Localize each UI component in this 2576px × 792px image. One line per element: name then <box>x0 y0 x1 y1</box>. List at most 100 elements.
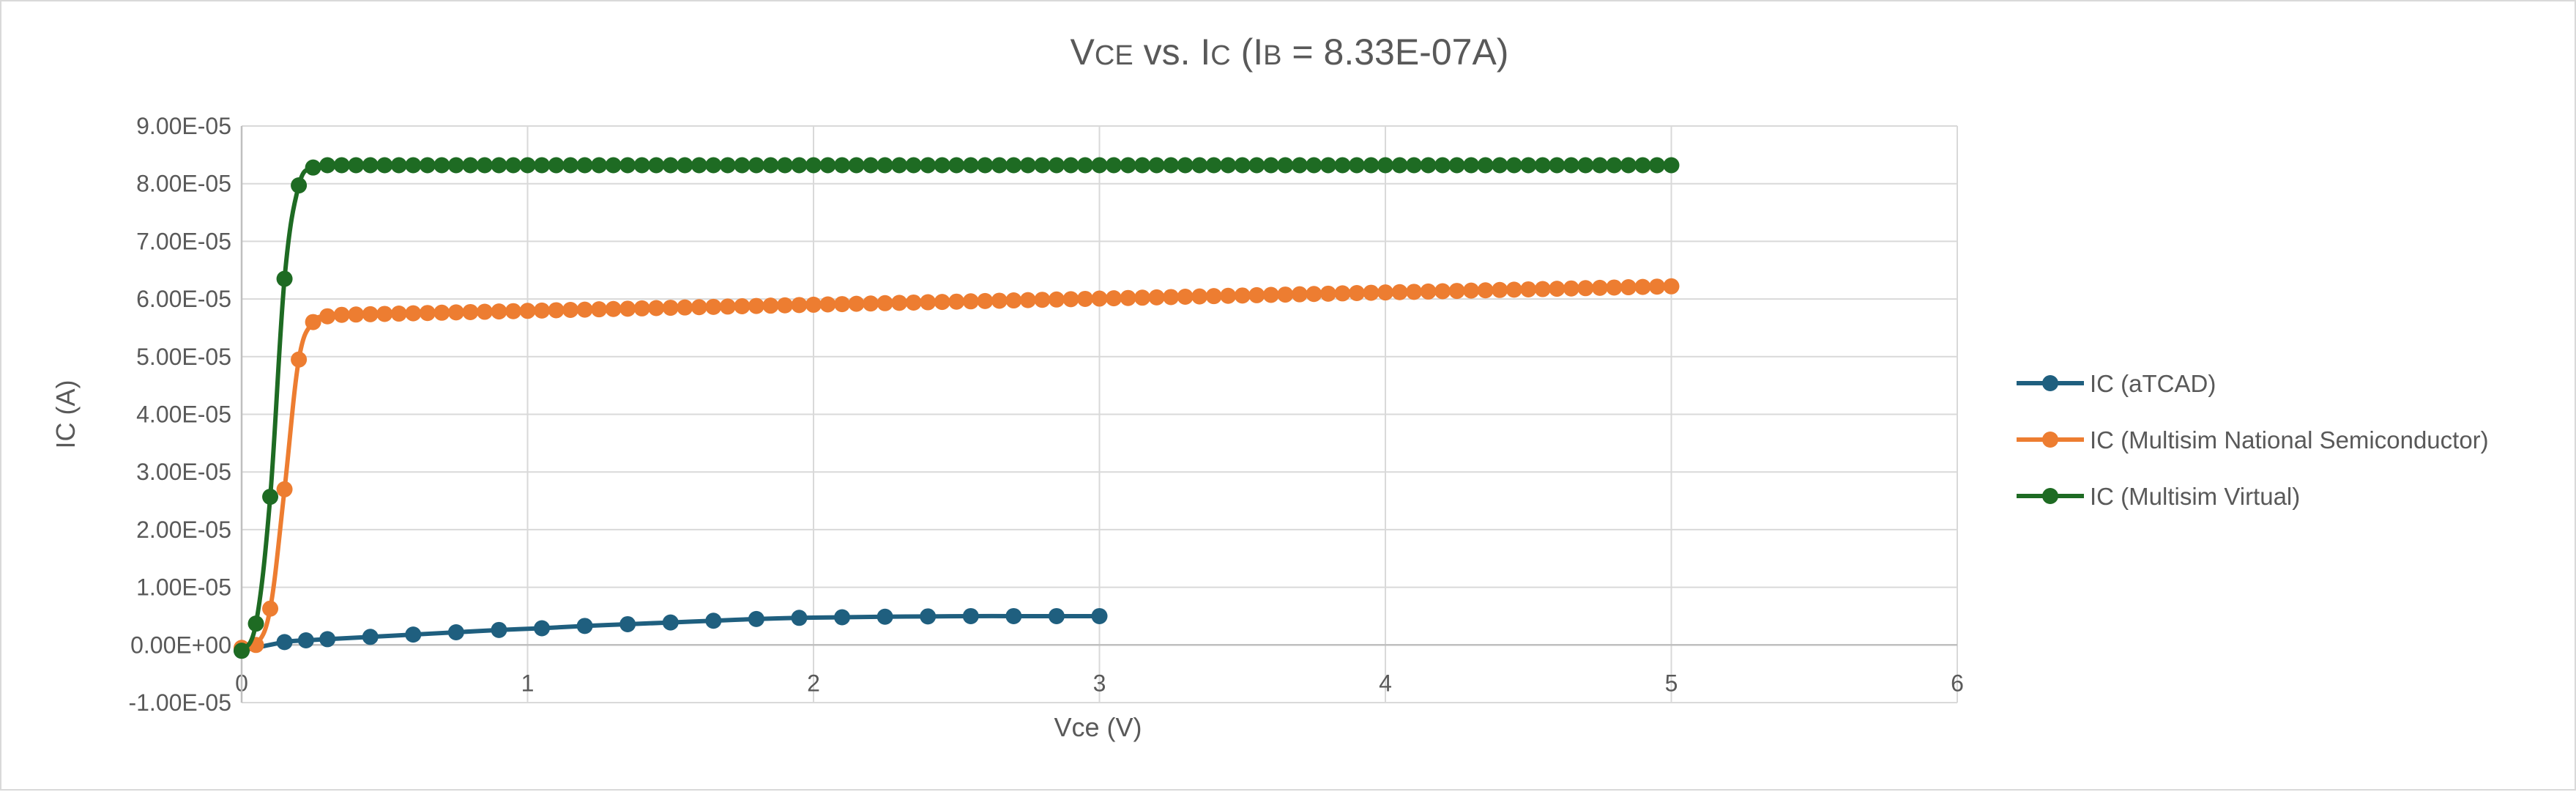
data-point <box>848 157 865 174</box>
data-point <box>876 157 893 174</box>
data-point <box>362 157 379 174</box>
data-point <box>876 295 893 311</box>
y-tick-label: 7.00E-05 <box>136 228 231 254</box>
data-point <box>376 157 393 174</box>
data-point <box>1205 157 1222 174</box>
data-point <box>1034 157 1051 174</box>
data-point <box>1620 279 1637 296</box>
data-point <box>1563 157 1579 174</box>
data-point <box>1120 289 1136 306</box>
data-point <box>1306 286 1322 303</box>
data-point <box>1048 157 1065 174</box>
y-tick-label: 5.00E-05 <box>136 344 231 370</box>
x-tick-label: 4 <box>1379 670 1392 696</box>
data-point <box>734 297 751 314</box>
data-point <box>519 303 536 319</box>
data-point <box>1319 285 1336 302</box>
data-point <box>920 608 937 625</box>
data-point <box>491 303 507 320</box>
data-point <box>362 306 379 322</box>
data-point <box>1262 286 1279 303</box>
data-point <box>1091 607 1108 624</box>
data-point <box>662 614 679 631</box>
data-point <box>1363 157 1380 174</box>
data-point <box>1463 157 1480 174</box>
data-point <box>1148 289 1165 306</box>
data-point <box>948 157 965 174</box>
data-point <box>348 306 365 323</box>
data-point <box>1606 279 1623 296</box>
chart-title-part: CE <box>1094 40 1133 71</box>
legend-label: IC (Multisim Virtual) <box>2090 483 2300 510</box>
data-point <box>1248 286 1265 303</box>
legend-swatch-marker <box>2042 432 2058 448</box>
legend-swatch-marker <box>2042 375 2058 391</box>
data-point <box>405 626 422 643</box>
data-point <box>1005 292 1022 309</box>
data-point <box>776 157 793 174</box>
data-point <box>1549 281 1566 297</box>
data-point <box>1448 157 1465 174</box>
data-point <box>1577 280 1594 297</box>
data-point <box>1163 289 1180 306</box>
data-point <box>390 157 407 174</box>
data-point <box>805 296 822 313</box>
data-point <box>1334 157 1351 174</box>
chart-title-part: (I <box>1230 32 1264 73</box>
data-point <box>1234 157 1251 174</box>
data-point <box>1577 157 1594 174</box>
data-point <box>1591 279 1608 296</box>
data-point <box>247 615 264 632</box>
data-point <box>1076 290 1093 307</box>
data-point <box>962 293 979 310</box>
data-point <box>1091 290 1108 307</box>
data-point <box>662 157 679 174</box>
data-point <box>1005 157 1022 174</box>
data-point <box>605 157 622 174</box>
data-point <box>1091 157 1108 174</box>
data-point <box>1334 285 1351 302</box>
x-axis-title: Vce (V) <box>1054 712 1142 742</box>
data-point <box>748 157 764 174</box>
data-point <box>863 157 879 174</box>
y-tick-label: -1.00E-05 <box>128 689 231 716</box>
data-point <box>462 157 479 174</box>
data-point <box>1434 283 1451 300</box>
data-point <box>834 609 851 626</box>
data-point <box>276 270 293 287</box>
data-point <box>934 157 950 174</box>
chart-title-part: = 8.33E-07A) <box>1281 32 1509 73</box>
series-line <box>241 613 1100 654</box>
data-point <box>1220 287 1237 304</box>
data-point <box>1505 157 1522 174</box>
data-point <box>690 157 707 174</box>
data-point <box>1134 157 1151 174</box>
data-point <box>1019 157 1036 174</box>
data-point <box>534 157 551 174</box>
data-point <box>433 304 450 321</box>
data-point <box>419 157 436 174</box>
legend-label: IC (aTCAD) <box>2090 370 2216 397</box>
chart-title-part: vs. I <box>1133 32 1211 73</box>
data-point <box>1348 157 1365 174</box>
data-point <box>405 157 422 174</box>
y-tick-label: 9.00E-05 <box>136 113 231 139</box>
data-point <box>1634 278 1651 295</box>
data-point <box>934 294 950 311</box>
data-point <box>1191 157 1208 174</box>
data-point <box>447 304 464 321</box>
data-point <box>548 302 565 319</box>
data-point <box>491 621 507 638</box>
data-point <box>433 157 450 174</box>
data-point <box>748 297 764 314</box>
data-point <box>977 292 994 309</box>
data-point <box>977 157 994 174</box>
y-tick-label: 2.00E-05 <box>136 517 231 543</box>
data-point <box>791 610 808 626</box>
data-point <box>491 157 507 174</box>
data-point <box>1134 289 1151 306</box>
data-point <box>1062 157 1079 174</box>
data-point <box>1163 157 1180 174</box>
data-point <box>462 303 479 320</box>
